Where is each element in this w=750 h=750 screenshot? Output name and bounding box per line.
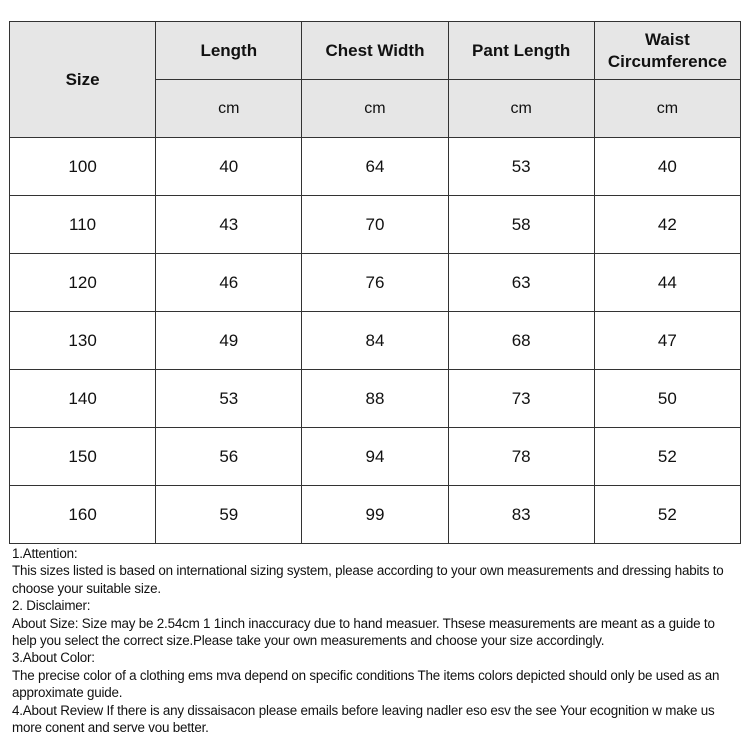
value-cell: 73 [447,369,595,428]
note-line: 3.About Color: [12,650,95,666]
note-line: This sizes listed is based on internatio… [12,563,724,596]
value-cell: 99 [301,485,449,544]
size-cell: 160 [8,485,157,544]
header-row: Size Length Chest Width Pant Length Wais… [8,21,742,138]
notes-section: 1.Attention: This sizes listed is based o… [12,545,742,736]
value-cell: 52 [593,427,742,486]
table-row: 100 40 64 53 40 [8,137,742,196]
table-row: 140 53 88 73 50 [8,369,742,428]
value-cell: 88 [301,369,449,428]
value-cell: 46 [155,253,303,312]
size-cell: 100 [8,137,157,196]
size-chart-table: Size Length Chest Width Pant Length Wais… [8,21,742,544]
value-cell: 50 [593,369,742,428]
table-row: 160 59 99 83 52 [8,485,742,544]
value-cell: 52 [593,485,742,544]
value-cell: 53 [155,369,303,428]
unit-label: cm [301,79,449,138]
table-row: 110 43 70 58 42 [8,195,742,254]
column-header-chest-width: Chest Width [301,21,449,80]
value-cell: 63 [447,253,595,312]
value-cell: 78 [447,427,595,486]
value-cell: 56 [155,427,303,486]
note-line: About Size: Size may be 2.54cm 1 1inch i… [12,615,715,649]
table-body: 100 40 64 53 40 110 43 70 58 42 120 46 76 63 44 130 49 84… [8,137,742,544]
value-cell: 47 [593,311,742,370]
column-header-length: Length [155,21,303,80]
note-line: The precise color of a clothing ems mva … [12,667,720,701]
value-cell: 59 [155,485,303,544]
value-cell: 84 [301,311,449,370]
value-cell: 68 [447,311,595,370]
table-row: 130 49 84 68 47 [8,311,742,370]
value-cell: 43 [155,195,303,254]
unit-label: cm [447,79,595,138]
table-row: 120 46 76 63 44 [8,253,742,312]
size-header: Size [8,21,157,138]
value-cell: 40 [593,137,742,196]
unit-row: cm cm cm cm [10,79,742,138]
size-cell: 130 [8,311,157,370]
value-cell: 83 [447,485,595,544]
value-cell: 64 [301,137,449,196]
value-cell: 40 [155,137,303,196]
value-cell: 42 [593,195,742,254]
value-cell: 76 [301,253,449,312]
value-cell: 44 [593,253,742,312]
value-cell: 70 [301,195,449,254]
value-cell: 49 [155,311,303,370]
unit-label: cm [593,79,742,138]
size-cell: 140 [8,369,157,428]
value-cell: 58 [447,195,595,254]
size-cell: 110 [8,195,157,254]
unit-label: cm [155,79,303,138]
size-cell: 150 [8,427,157,486]
note-line: 2. Disclaimer: [12,598,91,614]
column-header-pant-length: Pant Length [447,21,595,80]
size-cell: 120 [8,253,157,312]
value-cell: 53 [447,137,595,196]
note-line: 4.About Review If there is any dissaisac… [12,702,715,736]
note-line: 1.Attention: [12,546,78,561]
value-cell: 94 [301,427,449,486]
table-row: 150 56 94 78 52 [8,427,742,486]
column-header-waist: Waist Circumference [593,21,742,80]
